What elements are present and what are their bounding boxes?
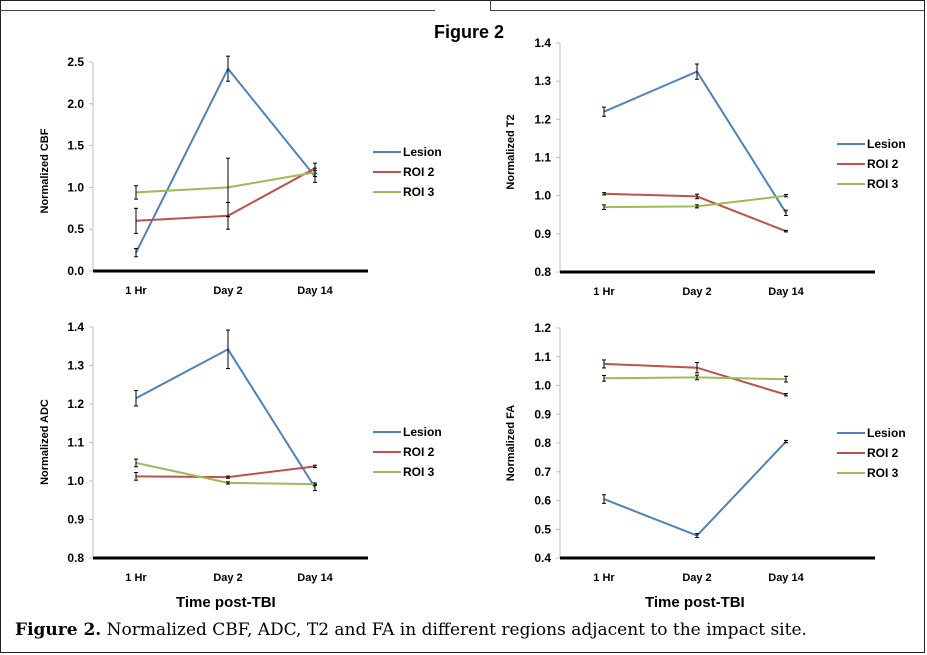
y-tick-label: 0.4: [534, 551, 551, 565]
y-tick-label: 1.0: [67, 180, 84, 194]
legend-label: Lesion: [403, 425, 442, 439]
y-axis-label: Normalized ADC: [39, 399, 51, 485]
y-tick-label: 2.0: [67, 97, 84, 111]
x-tick-label: Day 2: [213, 572, 242, 584]
legend-label: ROI 2: [867, 157, 899, 171]
figure-caption: Figure 2. Normalized CBF, ADC, T2 and FA…: [15, 620, 807, 640]
y-tick-label: 1.1: [534, 350, 551, 364]
legend-label: Lesion: [403, 145, 442, 159]
x-tick-label: Day 14: [768, 572, 804, 584]
y-axis-label: Normalized T2: [505, 114, 517, 189]
series-line-lesion: [135, 347, 316, 489]
y-tick-label: 0.9: [67, 513, 84, 527]
figure-title: Figure 2: [434, 22, 505, 42]
top-right-border: [490, 0, 924, 11]
y-axis-label: Normalized FA: [505, 405, 517, 481]
y-tick-label: 2.5: [67, 55, 84, 69]
y-tick-label: 0.5: [67, 222, 84, 236]
legend-label: ROI 3: [867, 177, 899, 191]
y-tick-label: 0.8: [534, 265, 551, 279]
legend-label: ROI 3: [403, 465, 435, 479]
chart-panel-2: 0.8 0.9 1.0 1.1 1.2 1.3 1.4 1 Hr Day 2 Day 14 Norm…: [505, 36, 906, 298]
y-tick-label: 1.3: [67, 359, 84, 373]
y-tick-label: 1.1: [67, 436, 84, 450]
series-line-lesion: [603, 70, 787, 214]
top-left-border: [0, 0, 435, 11]
y-tick-label: 1.4: [534, 36, 551, 50]
x-tick-label: Day 2: [682, 572, 711, 584]
x-tick-label: Day 14: [768, 286, 804, 298]
y-tick-label: 0.9: [534, 227, 551, 241]
series-line-roi-3: [603, 376, 787, 381]
y-tick-label: 0.0: [67, 264, 84, 278]
y-tick-label: 1.1: [534, 151, 551, 165]
x-tick-label: Day 14: [297, 285, 333, 297]
x-tick-label: 1 Hr: [125, 285, 147, 297]
y-tick-label: 1.3: [534, 74, 551, 88]
legend-label: ROI 2: [403, 445, 435, 459]
y-tick-label: 1.0: [534, 189, 551, 203]
y-tick-label: 1.2: [534, 112, 551, 126]
x-axis-label-right: Time post-TBI: [645, 594, 745, 611]
series-line-roi-3: [135, 461, 316, 486]
x-tick-label: 1 Hr: [125, 572, 147, 584]
y-tick-label: 1.0: [67, 474, 84, 488]
chart-panel-1: 0.0 0.5 1.0 1.5 2.0 2.5 1 Hr Day 2 Day 14 Normali…: [39, 55, 442, 297]
y-tick-label: 1.0: [534, 379, 551, 393]
caption-label: Figure 2.: [15, 620, 102, 640]
x-tick-label: 1 Hr: [593, 286, 615, 298]
x-axis-label-left: Time post-TBI: [176, 594, 276, 611]
x-tick-label: 1 Hr: [593, 572, 615, 584]
y-tick-label: 0.6: [534, 494, 551, 508]
y-tick-label: 0.8: [67, 551, 84, 565]
series-line-lesion: [603, 440, 787, 537]
legend-label: ROI 3: [867, 466, 899, 480]
y-axis-label: Normalized CBF: [39, 128, 51, 213]
legend-label: Lesion: [867, 426, 906, 440]
legend-label: Lesion: [867, 137, 906, 151]
y-tick-label: 1.4: [67, 320, 84, 334]
chart-panel-4: 0.4 0.5 0.6 0.7 0.8 0.9 1.0 1.1 1.2 1 Hr Day 2 Day …: [505, 321, 906, 584]
y-tick-label: 1.2: [67, 397, 84, 411]
legend-label: ROI 3: [403, 185, 435, 199]
x-tick-label: Day 14: [297, 572, 333, 584]
legend-label: ROI 2: [867, 446, 899, 460]
series-line-lesion: [135, 66, 316, 254]
y-tick-label: 0.8: [534, 436, 551, 450]
caption-text: Normalized CBF, ADC, T2 and FA in differ…: [101, 620, 807, 640]
y-tick-label: 0.9: [534, 407, 551, 421]
y-tick-label: 1.2: [534, 321, 551, 335]
y-tick-label: 1.5: [67, 139, 84, 153]
x-tick-label: Day 2: [213, 285, 242, 297]
y-tick-label: 0.7: [534, 465, 551, 479]
series-line-roi-3: [603, 194, 787, 209]
x-tick-label: Day 2: [682, 286, 711, 298]
y-tick-label: 0.5: [534, 522, 551, 536]
chart-panel-3: 0.8 0.9 1.0 1.1 1.2 1.3 1.4 1 Hr Day 2 Day 14 Norm…: [39, 320, 442, 584]
legend-label: ROI 2: [403, 165, 435, 179]
